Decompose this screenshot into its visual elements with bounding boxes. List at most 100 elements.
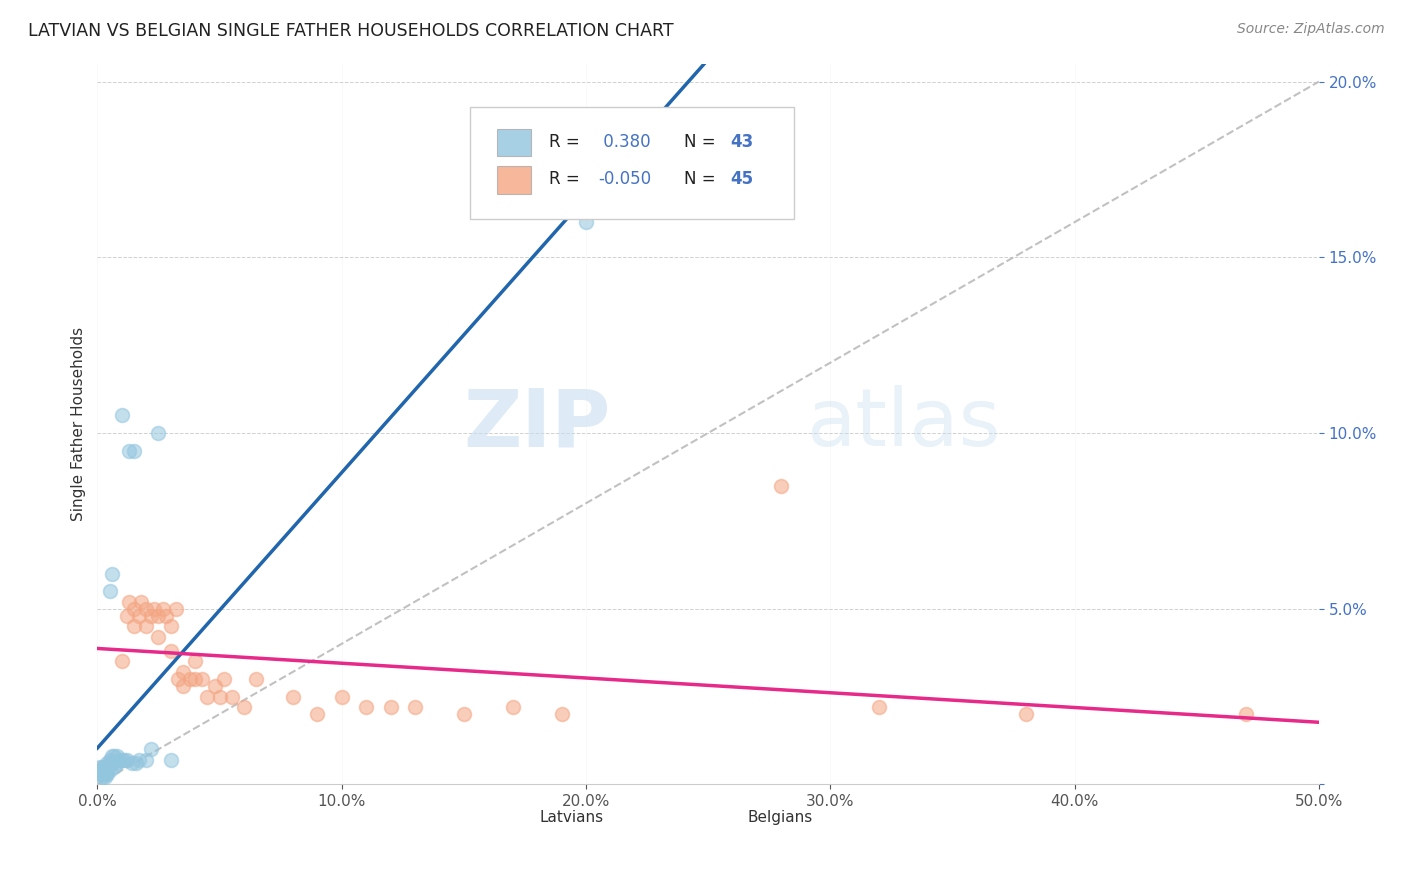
Point: [122, 443, 145, 458]
Point: [214, 672, 236, 686]
Point: [281, 690, 304, 704]
Point: [155, 608, 177, 623]
Point: [115, 608, 138, 623]
Point: [115, 753, 138, 767]
Point: [159, 753, 181, 767]
Text: Latvians: Latvians: [540, 810, 603, 825]
Point: [204, 679, 226, 693]
Point: [159, 644, 181, 658]
Point: [172, 665, 194, 679]
Point: [142, 601, 165, 615]
FancyBboxPatch shape: [496, 166, 531, 194]
Point: [103, 760, 125, 774]
Point: [184, 654, 207, 668]
FancyBboxPatch shape: [501, 808, 531, 824]
FancyBboxPatch shape: [709, 808, 738, 824]
Point: [101, 749, 124, 764]
Point: [404, 700, 426, 714]
Point: [105, 749, 128, 764]
Point: [354, 700, 377, 714]
Text: 45: 45: [730, 170, 754, 188]
Point: [868, 700, 890, 714]
Point: [330, 690, 353, 704]
Point: [575, 215, 598, 229]
Point: [91, 760, 114, 774]
Point: [96, 756, 118, 771]
Point: [139, 742, 162, 756]
Point: [770, 479, 793, 493]
Point: [179, 672, 201, 686]
Point: [139, 608, 162, 623]
Point: [93, 770, 115, 784]
Point: [89, 760, 111, 774]
Text: Belgians: Belgians: [747, 810, 813, 825]
Point: [93, 764, 115, 778]
Point: [184, 672, 207, 686]
Text: ZIP: ZIP: [463, 385, 610, 463]
Point: [98, 753, 121, 767]
Point: [550, 707, 572, 722]
Point: [118, 443, 141, 458]
Point: [118, 595, 141, 609]
Point: [112, 753, 135, 767]
Point: [159, 619, 181, 633]
Text: LATVIAN VS BELGIAN SINGLE FATHER HOUSEHOLDS CORRELATION CHART: LATVIAN VS BELGIAN SINGLE FATHER HOUSEHO…: [28, 22, 673, 40]
Text: N =: N =: [683, 133, 720, 151]
Point: [148, 630, 170, 644]
Point: [191, 672, 214, 686]
Text: -0.050: -0.050: [598, 170, 651, 188]
Point: [195, 690, 218, 704]
Point: [135, 601, 157, 615]
Point: [165, 601, 187, 615]
Point: [131, 595, 153, 609]
Point: [89, 764, 111, 778]
Y-axis label: Single Father Households: Single Father Households: [72, 327, 86, 521]
Point: [121, 756, 143, 771]
Point: [93, 767, 115, 781]
Point: [89, 767, 111, 781]
Text: Source: ZipAtlas.com: Source: ZipAtlas.com: [1237, 22, 1385, 37]
Point: [96, 764, 118, 778]
Point: [91, 767, 114, 781]
Point: [93, 767, 115, 781]
Point: [1234, 707, 1257, 722]
Point: [111, 409, 134, 423]
Point: [453, 707, 475, 722]
FancyBboxPatch shape: [496, 128, 531, 156]
Point: [307, 707, 329, 722]
Point: [148, 425, 170, 440]
Point: [172, 679, 194, 693]
Point: [135, 619, 157, 633]
Point: [122, 601, 145, 615]
Point: [232, 700, 254, 714]
Point: [502, 700, 524, 714]
Text: R =: R =: [550, 133, 585, 151]
Point: [93, 760, 115, 774]
Point: [208, 690, 231, 704]
Point: [135, 753, 157, 767]
Point: [128, 608, 150, 623]
FancyBboxPatch shape: [470, 107, 793, 219]
Point: [103, 749, 125, 764]
Point: [101, 756, 124, 771]
Text: atlas: atlas: [806, 385, 1000, 463]
Point: [93, 760, 115, 774]
Point: [108, 753, 131, 767]
Text: N =: N =: [683, 170, 720, 188]
Point: [122, 619, 145, 633]
Point: [96, 767, 118, 781]
Point: [245, 672, 267, 686]
Point: [111, 753, 134, 767]
Text: R =: R =: [550, 170, 585, 188]
Point: [1015, 707, 1038, 722]
Point: [98, 756, 121, 771]
Point: [98, 584, 121, 599]
Point: [91, 764, 114, 778]
Point: [148, 608, 170, 623]
Point: [128, 753, 150, 767]
Point: [221, 690, 243, 704]
Text: 0.380: 0.380: [598, 133, 651, 151]
Point: [380, 700, 402, 714]
Point: [98, 764, 121, 778]
Point: [91, 770, 114, 784]
